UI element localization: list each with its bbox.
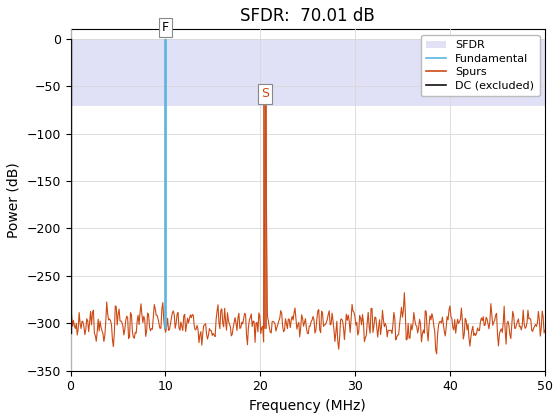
- Text: S: S: [261, 87, 269, 100]
- Text: F: F: [162, 21, 169, 34]
- Y-axis label: Power (dB): Power (dB): [7, 162, 21, 238]
- X-axis label: Frequency (MHz): Frequency (MHz): [249, 399, 366, 413]
- Title: SFDR:  70.01 dB: SFDR: 70.01 dB: [240, 7, 375, 25]
- Legend: SFDR, Fundamental, Spurs, DC (excluded): SFDR, Fundamental, Spurs, DC (excluded): [421, 35, 539, 96]
- Bar: [71, 39, 545, 106]
